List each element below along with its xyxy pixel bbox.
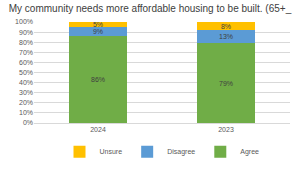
svg-text:2024: 2024	[90, 126, 106, 133]
svg-text:0%: 0%	[23, 119, 33, 126]
svg-text:30%: 30%	[19, 89, 33, 96]
svg-text:2023: 2023	[218, 126, 234, 133]
svg-text:100%: 100%	[15, 18, 33, 25]
svg-text:60%: 60%	[19, 59, 33, 66]
svg-text:80%: 80%	[19, 39, 33, 46]
svg-text:20%: 20%	[19, 99, 33, 106]
svg-text:Agree: Agree	[240, 148, 259, 156]
svg-text:40%: 40%	[19, 79, 33, 86]
svg-text:Unsure: Unsure	[100, 148, 123, 155]
svg-text:13%: 13%	[219, 33, 233, 40]
svg-text:9%: 9%	[93, 28, 103, 35]
svg-text:Disagree: Disagree	[167, 148, 195, 156]
svg-text:5%: 5%	[93, 21, 103, 28]
svg-text:90%: 90%	[19, 29, 33, 36]
svg-text:86%: 86%	[91, 76, 105, 83]
svg-text:8%: 8%	[221, 23, 231, 30]
svg-text:My community needs more afford: My community needs more affordable housi…	[9, 3, 292, 14]
svg-text:10%: 10%	[19, 109, 33, 116]
svg-text:50%: 50%	[19, 69, 33, 76]
svg-text:70%: 70%	[19, 49, 33, 56]
svg-text:79%: 79%	[219, 80, 233, 87]
